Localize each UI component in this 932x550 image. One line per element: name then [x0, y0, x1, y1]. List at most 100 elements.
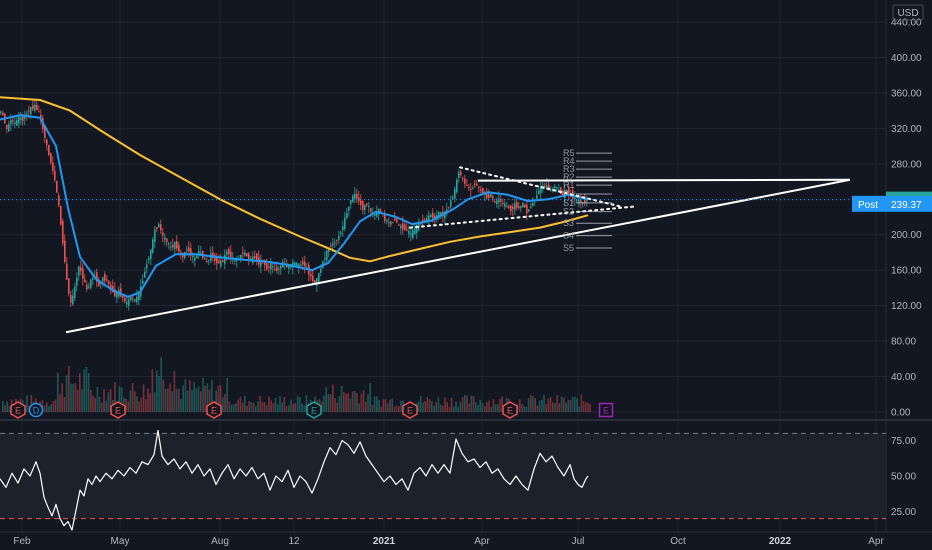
volume-bar — [107, 392, 110, 412]
volume-bar — [325, 387, 327, 412]
volume-bar — [466, 395, 468, 412]
price-tick-label: 400.00 — [891, 53, 922, 64]
volume-bar — [182, 385, 184, 412]
candle-body — [460, 171, 462, 176]
candle-body — [18, 116, 20, 124]
volume-bar — [457, 406, 459, 412]
volume-bar — [30, 395, 33, 412]
earnings-marker — [10, 401, 26, 419]
volume-bar — [149, 393, 151, 412]
volume-bar — [252, 402, 255, 412]
candle-body — [334, 242, 336, 244]
volume-bar — [162, 379, 165, 412]
rsi-band-fill — [0, 433, 886, 519]
event-marker-label: E — [407, 406, 413, 416]
currency-button[interactable]: USD — [892, 4, 924, 21]
candle-body — [540, 186, 542, 194]
volume-bar — [290, 399, 292, 412]
volume-bar — [426, 397, 429, 412]
candle-body — [476, 184, 478, 186]
candle-body — [468, 187, 470, 189]
candle-body — [490, 194, 492, 198]
volume-bar — [257, 401, 259, 412]
volume-bar — [455, 401, 457, 412]
volume-bar — [2, 400, 4, 412]
volume-bar — [395, 405, 398, 412]
candle-body — [24, 116, 26, 119]
earnings-marker — [402, 401, 418, 419]
candle-body — [134, 299, 136, 302]
time-axis[interactable]: Feb May Aug 12 2021 Apr Jul Oct 2022 Apr — [13, 536, 884, 547]
candle-body — [354, 194, 356, 199]
volume-bar — [565, 402, 567, 412]
volume-bar — [464, 394, 466, 412]
volume-bar — [171, 391, 173, 412]
volume-bar — [189, 379, 191, 412]
candle-body — [142, 280, 144, 284]
volume-bar — [204, 385, 206, 412]
candle-body — [316, 277, 318, 286]
price-tick-label: 440.00 — [891, 18, 922, 29]
candle-body — [52, 162, 54, 171]
candle-body — [30, 107, 32, 115]
volume-bar — [263, 402, 266, 412]
candle-body — [200, 252, 202, 254]
candle-body — [66, 263, 68, 280]
trendlines[interactable] — [65, 166, 851, 334]
candle-body — [512, 206, 514, 209]
candle-body — [364, 205, 366, 210]
volume-bar — [160, 357, 162, 412]
price-tick-label: 280.00 — [891, 159, 922, 170]
volume-bar — [103, 389, 105, 412]
candle-body — [218, 260, 220, 264]
volume-bar — [68, 366, 70, 412]
volume-bar — [228, 401, 231, 412]
dividend-marker — [28, 402, 44, 418]
volume-bar — [129, 390, 132, 412]
candle-body — [448, 206, 450, 208]
candle-body — [188, 247, 190, 252]
candle-body — [496, 200, 498, 204]
candle-body — [324, 257, 326, 260]
volume-bar — [420, 395, 422, 412]
candle-body — [516, 201, 518, 208]
candle-body — [32, 105, 34, 110]
volume-bar — [393, 406, 396, 412]
volume-bar — [299, 397, 301, 412]
volume-bar — [266, 405, 268, 412]
candle-body — [106, 279, 108, 281]
candle-body — [56, 181, 58, 193]
candle-body — [234, 260, 236, 262]
candle-body — [386, 220, 388, 222]
candle-body — [244, 252, 246, 256]
candle-body — [408, 231, 410, 234]
candle-body — [398, 224, 400, 226]
post-market-badge — [852, 195, 932, 212]
volume-bar — [582, 401, 585, 412]
volume-bar — [334, 398, 336, 412]
volume-bar — [191, 389, 193, 412]
volume-bar — [184, 379, 187, 412]
volume-bar — [499, 399, 501, 412]
volume-bar — [497, 404, 499, 412]
candle-body — [538, 190, 540, 195]
volume-bar — [46, 402, 48, 412]
volume-bar — [195, 388, 198, 412]
volume-bar — [492, 399, 495, 412]
candle-body — [406, 229, 408, 231]
volume-bar — [109, 389, 112, 412]
candle-body — [294, 262, 296, 266]
volume-bar — [530, 395, 532, 412]
volume-bar — [193, 382, 195, 412]
pivot-label: R1 — [563, 180, 575, 190]
candle-body — [560, 187, 562, 195]
candle-body — [226, 251, 228, 255]
candle-body — [216, 256, 218, 264]
candle-body — [338, 236, 340, 240]
volume-bar — [63, 397, 66, 412]
candle-body — [156, 226, 158, 229]
candle-body — [60, 205, 62, 225]
volume-bar — [477, 404, 479, 412]
